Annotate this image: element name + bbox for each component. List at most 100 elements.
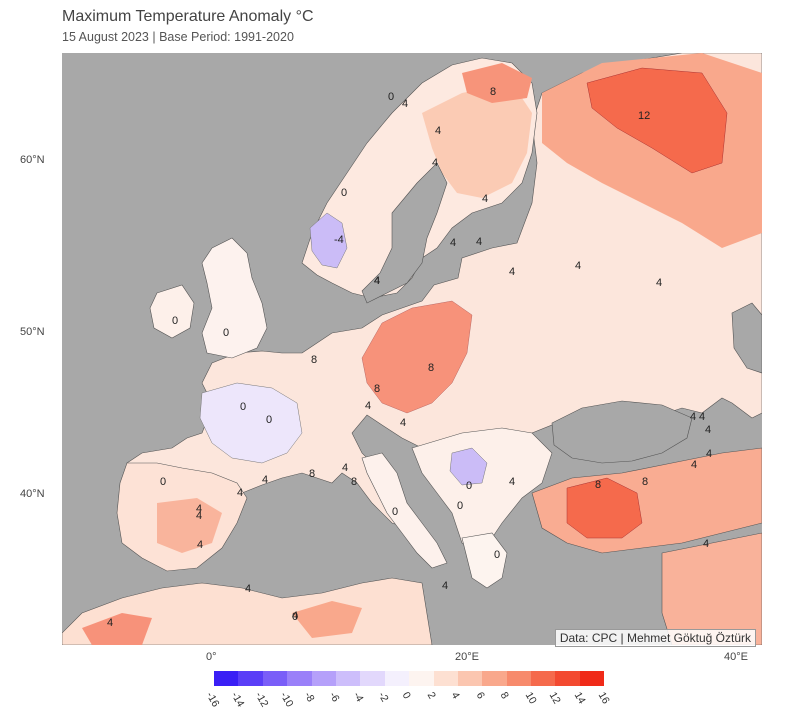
contour-label: -4 [334,234,344,246]
colorbar-cell [335,671,361,686]
contour-label: 0 [466,480,472,492]
colorbar-ticks: -16 -14 -12 -10 -8 -6 -4 -2 0 2 4 6 8 10 12 14 16 [204,690,612,714]
contour-label: 0 [292,611,298,623]
contour-label: 4 [575,260,581,272]
colorbar-cell [311,671,336,686]
land-great-britain [201,237,268,359]
contour-label: 4 [691,459,697,471]
cold-patch-serbia [449,447,488,486]
contour-label: 4 [400,417,406,429]
colorbar-tick-label: 8 [497,690,511,702]
colorbar-tick-label: 14 [571,690,588,707]
map-title: Maximum Temperature Anomaly °C [62,8,314,25]
contour-label: 4 [706,448,712,460]
colorbar-cell [262,671,288,686]
contour-label: 0 [392,506,398,518]
contour-label: 0 [341,187,347,199]
contour-label: 4 [509,476,515,488]
cool-france [199,382,303,464]
hot-central-europe [361,300,473,414]
contour-label: 4 [476,236,482,248]
contour-label: 4 [450,237,456,249]
colorbar-tick-label: -12 [252,690,271,710]
colorbar-cell [579,671,605,686]
hot-turkey-core [566,477,643,539]
contour-label: 4 [197,539,203,551]
contour-label: 0 [388,91,394,103]
contour-label: 8 [351,476,357,488]
colorbar-cell [531,671,556,686]
contour-label: 4 [237,487,243,499]
colorbar-tick-label: 6 [473,690,487,702]
colorbar-cell [482,671,507,686]
contour-label: 4 [196,510,202,522]
lon-label-40e: 40°E [724,651,748,663]
map-area: 0 4 8 4 4 4 12 0 -4 4 4 4 4 4 4 4 0 0 8 8 8 4 0 0 4 8 4 8 4 0 4 4 0 4 4 0 0 0… [62,53,762,645]
colorbar-cell [506,671,532,686]
land-ireland [149,284,195,339]
colorbar-tick-label: 4 [448,690,462,702]
black-sea [551,400,693,464]
land-greece [461,532,508,589]
contour-label: 0 [457,500,463,512]
colorbar-tick-label: 10 [522,690,539,707]
lat-label-60n: 60°N [20,154,45,166]
colorbar-cell [409,671,434,686]
colorbar-cell [433,671,458,686]
colorbar [214,671,605,686]
colorbar-cell [360,671,385,686]
contour-label: 4 [374,275,380,287]
contour-label: 4 [196,503,202,515]
colorbar-cell [214,671,239,686]
contour-label: 4 [690,411,696,423]
hotter-russia [586,67,728,174]
contour-label: 4 [435,125,441,137]
colorbar-tick-label: -16 [203,690,222,710]
colorbar-tick-label: 16 [595,690,612,707]
contour-label: 8 [490,86,496,98]
contour-label: 8 [428,362,434,374]
contour-label: 4 [699,411,705,423]
warm-kola [462,63,532,103]
colorbar-tick-label: -8 [301,690,317,705]
contour-label: 8 [309,468,315,480]
contour-label: 12 [638,110,650,122]
contour-label: 4 [402,98,408,110]
contour-label: 0 [240,401,246,413]
contour-label: 0 [494,549,500,561]
contour-label: 4 [656,277,662,289]
contour-label: 4 [292,610,298,622]
contour-label: 4 [365,400,371,412]
lat-label-50n: 50°N [20,326,45,338]
land-middle-east [661,532,762,645]
colorbar-cell [457,671,483,686]
data-credit: Data: CPC | Mehmet Göktuğ Öztürk [554,629,756,647]
colorbar-cell [287,671,312,686]
colorbar-cell [384,671,410,686]
colorbar-tick-label: -6 [326,690,342,705]
colorbar-cell [238,671,263,686]
contour-label: 4 [703,538,709,550]
contour-label: 4 [705,424,711,436]
contour-label: 4 [342,462,348,474]
colorbar-tick-label: -10 [277,690,296,710]
contour-label: 8 [642,476,648,488]
map-subtitle: 15 August 2023 | Base Period: 1991-2020 [62,30,294,44]
contour-label: 0 [160,476,166,488]
colorbar-cell [555,671,580,686]
contour-label: 4 [482,193,488,205]
cold-patch-norway [309,212,348,269]
colorbar-tick-label: 12 [546,690,563,707]
land-balkans [411,427,553,554]
land-italy [361,452,448,569]
colorbar-tick-label: -14 [228,690,247,710]
colorbar-tick-label: 2 [424,690,438,702]
colorbar-tick-label: -2 [375,690,391,705]
lon-label-0: 0° [206,651,217,663]
contour-label: 8 [311,354,317,366]
contour-label: 4 [509,266,515,278]
lon-label-20e: 20°E [455,651,479,663]
warm-libya [292,601,362,638]
